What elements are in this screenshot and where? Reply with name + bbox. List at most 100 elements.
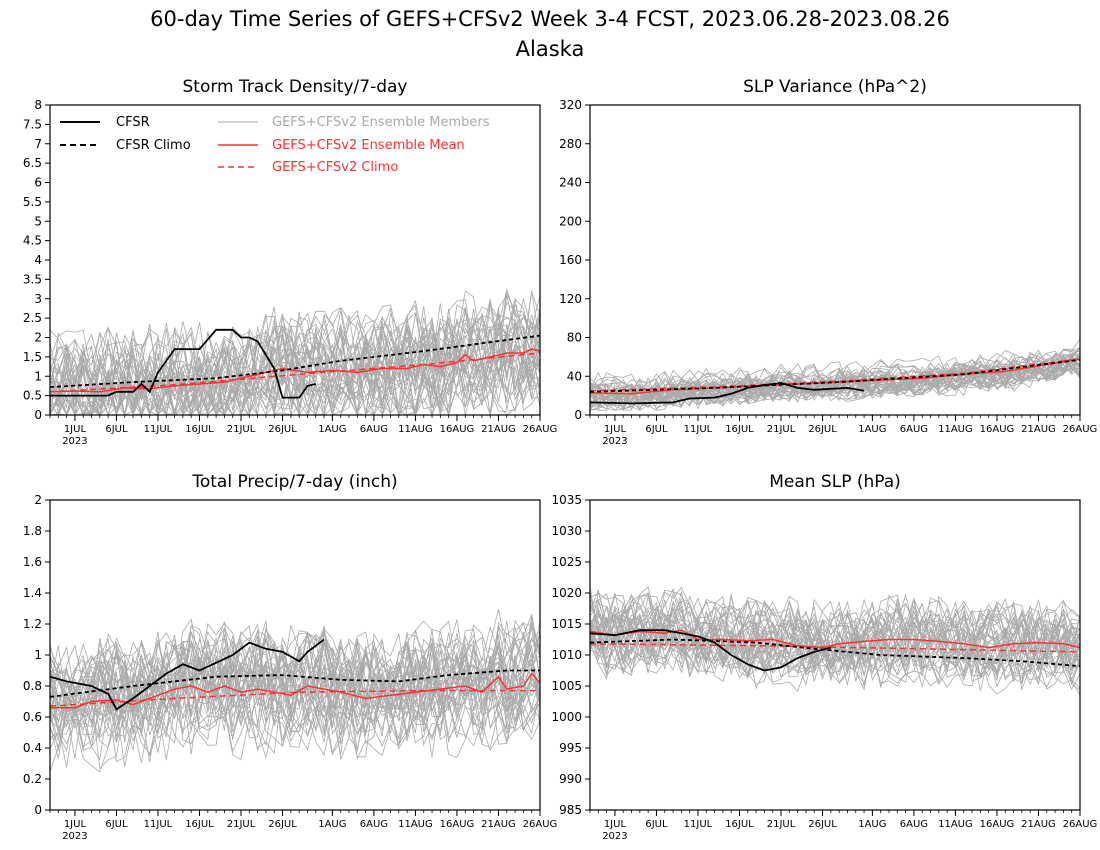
x-tick-label: 26AUG — [523, 424, 558, 435]
ensemble-member-line — [50, 294, 540, 406]
x-tick-label: 16AUG — [980, 819, 1015, 830]
x-tick-label: 26AUG — [1063, 424, 1098, 435]
y-tick-label: 1035 — [551, 493, 582, 507]
panel-mean-slp: Mean SLP (hPa) 985 990 995 1000 1005 1010 1015 1… — [551, 472, 1097, 842]
x-tick-label: 11JUL — [144, 424, 173, 435]
series-line-cfsr — [590, 629, 832, 672]
y-tick-label: 0 — [34, 803, 42, 817]
panel-title-mean-slp: Mean SLP (hPa) — [769, 472, 901, 492]
y-tick-label: 2 — [34, 493, 42, 507]
x-tick-label: 21JUL — [227, 819, 256, 830]
x-year-label: 2023 — [62, 436, 87, 447]
x-tick-label: 6AUG — [900, 819, 928, 830]
y-tick-label: 6.5 — [23, 156, 42, 170]
x-tick-label: 1JUL — [604, 424, 627, 435]
plot-area-total-precip — [50, 608, 540, 773]
ensemble-member-line — [590, 364, 1080, 405]
y-tick-label: 0.5 — [23, 389, 42, 403]
series-line-cfsr-climo — [50, 334, 540, 388]
y-tick-label: 160 — [559, 253, 582, 267]
x-tick-label: 26AUG — [1063, 819, 1098, 830]
ensemble-member-line — [590, 338, 1080, 395]
y-tick-label: 6 — [34, 176, 42, 190]
series-line-cfsr — [590, 382, 865, 405]
ensemble-member-line — [50, 295, 540, 407]
panel-title-slp-variance: SLP Variance (hPa^2) — [743, 77, 927, 97]
x-tick-label: 21AUG — [481, 424, 516, 435]
y-tick-label: 985 — [559, 803, 582, 817]
ensemble-member-line — [50, 349, 540, 415]
x-year-label: 2023 — [62, 831, 87, 842]
ensemble-member-line — [590, 599, 1080, 661]
x-tick-label: 26JUL — [808, 819, 837, 830]
legend: CFSR CFSR Climo GEFS+CFSv2 Ensemble Memb… — [60, 115, 490, 175]
y-tick-label: 0.4 — [23, 741, 42, 755]
y-tick-label: 1.4 — [23, 586, 42, 600]
ensemble-member-line — [590, 626, 1080, 683]
legend-label-ens-mean: GEFS+CFSv2 Ensemble Mean — [272, 138, 465, 153]
y-tick-label: 2 — [34, 331, 42, 345]
ensemble-member-line — [590, 633, 1080, 691]
x-tick-label: 6JUL — [645, 819, 668, 830]
series-line-gefs-cfsv2-climo — [50, 352, 540, 393]
ensemble-member-line — [590, 619, 1080, 677]
y-tick-label: 200 — [559, 214, 582, 228]
x-tick-label: 21AUG — [1021, 819, 1056, 830]
y-tick-label: 40 — [567, 369, 582, 383]
x-year-label: 2023 — [602, 436, 627, 447]
x-tick-label: 16JUL — [725, 424, 754, 435]
ensemble-member-line — [50, 356, 540, 415]
x-tick-label: 1JUL — [64, 424, 87, 435]
ensemble-member-line — [50, 650, 540, 727]
x-tick-label: 11AUG — [938, 424, 973, 435]
x-tick-label: 21JUL — [767, 424, 796, 435]
x-tick-label: 6JUL — [105, 819, 128, 830]
series-line-gefs-cfsv2-ensemble-mean — [50, 672, 540, 709]
legend-label-cfsr-climo: CFSR Climo — [116, 138, 191, 153]
x-tick-label: 21JUL — [767, 819, 796, 830]
y-tick-label: 990 — [559, 772, 582, 786]
x-tick-label: 26JUL — [268, 819, 297, 830]
y-tick-label: 1015 — [551, 617, 582, 631]
x-tick-label: 1JUL — [604, 819, 627, 830]
series-line-cfsr — [50, 638, 325, 711]
ensemble-member-line — [50, 630, 540, 716]
x-tick-label: 21JUL — [227, 424, 256, 435]
legend-label-members: GEFS+CFSv2 Ensemble Members — [272, 115, 490, 130]
y-tick-label: 0 — [34, 408, 42, 422]
x-tick-label: 11JUL — [684, 424, 713, 435]
y-tick-label: 2.5 — [23, 311, 42, 325]
x-year-label: 2023 — [602, 831, 627, 842]
y-tick-label: 1030 — [551, 524, 582, 538]
y-tick-label: 0.6 — [23, 710, 42, 724]
ensemble-member-line — [50, 340, 540, 415]
ensemble-member-line — [590, 607, 1080, 671]
x-tick-label: 6JUL — [105, 424, 128, 435]
x-tick-label: 21AUG — [481, 819, 516, 830]
y-tick-label: 995 — [559, 741, 582, 755]
ensemble-member-line — [50, 642, 540, 728]
panel-title-storm-track: Storm Track Density/7-day — [183, 77, 408, 97]
y-tick-label: 1 — [34, 369, 42, 383]
panel-storm-track: Storm Track Density/7-day 0 0.5 1 1.5 2 2.5 3 3.… — [23, 77, 557, 447]
series-line-cfsr-climo — [590, 358, 1080, 393]
legend-label-cfsr: CFSR — [116, 115, 150, 130]
ensemble-member-line — [590, 360, 1080, 412]
y-tick-label: 0.2 — [23, 772, 42, 786]
y-tick-label: 5.5 — [23, 195, 42, 209]
y-tick-label: 8 — [34, 98, 42, 112]
y-tick-label: 1010 — [551, 648, 582, 662]
y-tick-label: 1 — [34, 648, 42, 662]
x-tick-label: 6AUG — [360, 424, 388, 435]
ensemble-member-line — [50, 304, 540, 409]
x-tick-label: 6AUG — [900, 424, 928, 435]
ensemble-member-line — [50, 660, 540, 740]
x-tick-label: 26AUG — [523, 819, 558, 830]
y-tick-label: 1.5 — [23, 350, 42, 364]
y-tick-label: 4.5 — [23, 234, 42, 248]
ensemble-member-line — [50, 678, 540, 768]
series-line-cfsr — [50, 328, 317, 399]
ensemble-member-line — [590, 630, 1080, 695]
legend-label-ens-climo: GEFS+CFSv2 Climo — [272, 160, 398, 175]
x-tick-label: 16JUL — [725, 819, 754, 830]
